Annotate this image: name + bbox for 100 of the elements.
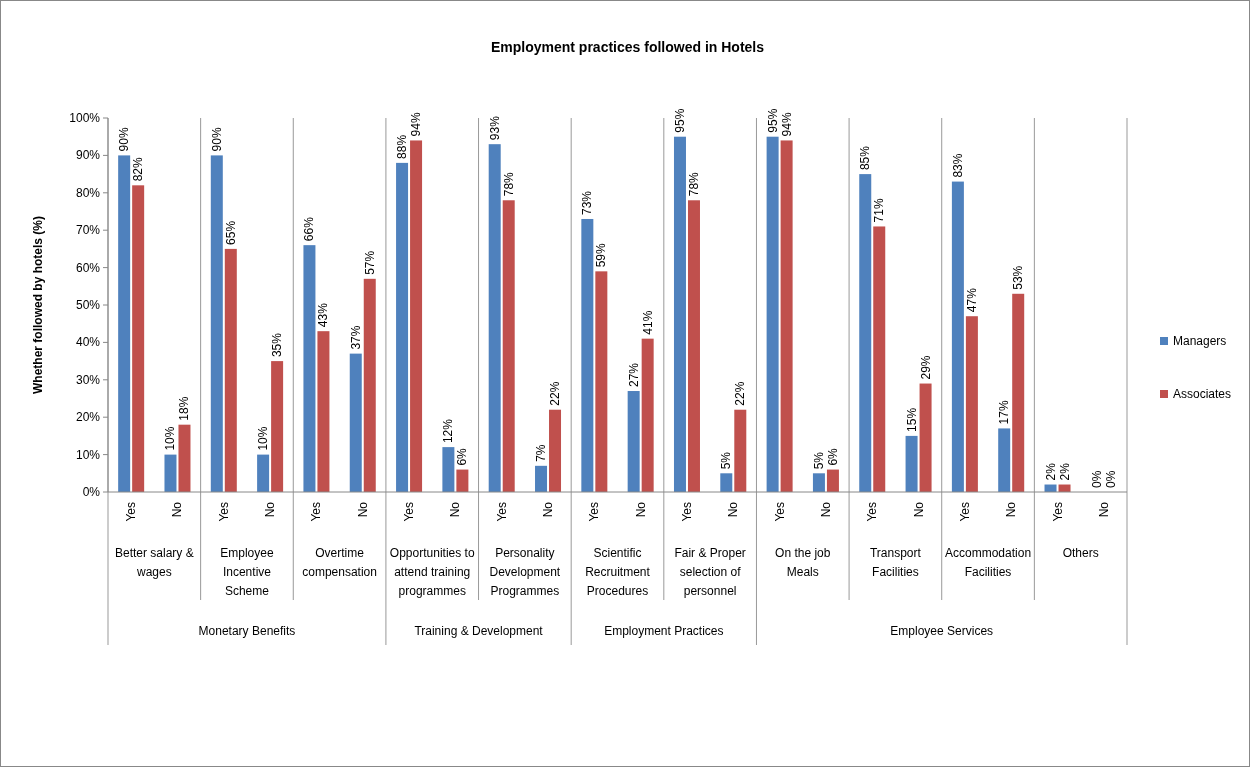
y-tick-label: 100% [69, 111, 101, 125]
legend-label: Managers [1173, 334, 1227, 348]
bar [549, 409, 562, 492]
text: Training & Development [414, 624, 544, 638]
y-axis-title: Whether followed by hotels (%) [31, 215, 45, 395]
data-label: 94% [779, 112, 794, 137]
bar [641, 338, 654, 492]
bar [488, 144, 501, 492]
data-label: 35% [270, 332, 285, 358]
y-tick-label: 80% [75, 185, 101, 200]
x-tick-label: Yes [772, 502, 787, 522]
data-label: 5% [811, 451, 826, 470]
data-label: 66% [302, 216, 317, 242]
x-tick-label: No [355, 501, 370, 518]
text: Transport Facilities [869, 546, 922, 579]
y-tick-label: 60% [75, 260, 101, 275]
data-label: 27% [626, 362, 641, 388]
data-label: 88% [395, 134, 410, 159]
bar [349, 353, 362, 492]
data-label: 5% [719, 451, 734, 470]
data-label: 10% [256, 426, 271, 451]
data-label: 59% [594, 242, 609, 268]
data-label: 6% [455, 447, 470, 466]
x-tick-label: Yes [679, 502, 694, 522]
y-tick-label: 70% [75, 223, 101, 238]
bar [905, 435, 918, 492]
text: Employment Practices [604, 624, 724, 638]
text: Accommodation Facilities [945, 546, 1032, 579]
data-label: 78% [686, 171, 701, 197]
bar [812, 473, 825, 492]
data-label: 83% [950, 153, 965, 178]
x-tick-label: Yes [494, 502, 509, 522]
legend-label: Associates [1173, 387, 1232, 401]
text: Overtime compensation [302, 546, 377, 579]
bar [210, 155, 223, 492]
bar [363, 278, 376, 492]
x-tick-label: Yes [1050, 502, 1065, 522]
data-label: 93% [487, 115, 502, 141]
x-tick-label: Yes [216, 502, 231, 522]
bar [766, 136, 779, 492]
text: Employee Services [890, 624, 994, 638]
bar [317, 331, 330, 492]
data-label: 90% [117, 127, 132, 152]
data-label: 78% [501, 171, 516, 197]
data-label: 71% [872, 198, 887, 223]
x-tick-label: No [263, 501, 278, 518]
x-tick-label: No [170, 501, 185, 518]
data-label: 37% [348, 325, 363, 350]
bar [581, 218, 594, 492]
bar [118, 155, 131, 492]
x-tick-label: Yes [124, 502, 139, 522]
data-label: 17% [997, 400, 1012, 425]
bar [780, 140, 793, 492]
text: Employee Incentive Scheme [220, 546, 274, 598]
text: Scientific Recruitment Procedures [585, 546, 651, 598]
data-label: 57% [362, 250, 377, 275]
data-label: 53% [1011, 265, 1026, 290]
bar [720, 473, 733, 492]
data-label: 82% [131, 156, 146, 182]
bar [164, 454, 177, 492]
bar [271, 361, 284, 492]
bar [965, 316, 978, 492]
x-tick-label: No [1096, 501, 1111, 518]
data-label: 95% [765, 108, 780, 133]
text: Monetary Benefits [198, 624, 296, 638]
bar [410, 140, 423, 492]
data-label: 41% [640, 310, 655, 335]
bar [673, 136, 686, 492]
x-tick-label: No [911, 501, 926, 518]
bar [303, 245, 316, 492]
bar [257, 454, 270, 492]
data-label: 85% [858, 145, 873, 171]
y-tick-label: 0% [82, 485, 101, 499]
text: Others [1062, 546, 1099, 560]
bar [456, 469, 469, 492]
y-tick-label: 50% [75, 298, 101, 312]
bar [178, 424, 191, 492]
text: Fair & Proper selection of personnel [674, 546, 746, 598]
bar [224, 248, 237, 492]
data-label: 0% [1103, 470, 1118, 488]
data-label: 94% [409, 112, 424, 137]
data-label: 15% [904, 407, 919, 432]
y-tick-label: 30% [75, 372, 101, 387]
bar [734, 409, 747, 492]
bar [396, 162, 409, 492]
data-label: 12% [441, 418, 456, 444]
data-label: 43% [316, 302, 331, 328]
data-label: 0% [1089, 470, 1104, 488]
bar [595, 271, 608, 492]
bar [1012, 293, 1025, 492]
bar [951, 181, 964, 492]
x-tick-label: Yes [957, 502, 972, 522]
data-label: 73% [580, 190, 595, 215]
bar [535, 465, 548, 492]
x-tick-label: No [1004, 501, 1019, 518]
data-label: 7% [534, 444, 549, 462]
data-label: 10% [163, 426, 178, 451]
bar [502, 200, 515, 492]
data-label: 6% [825, 447, 840, 466]
bar [442, 447, 455, 492]
